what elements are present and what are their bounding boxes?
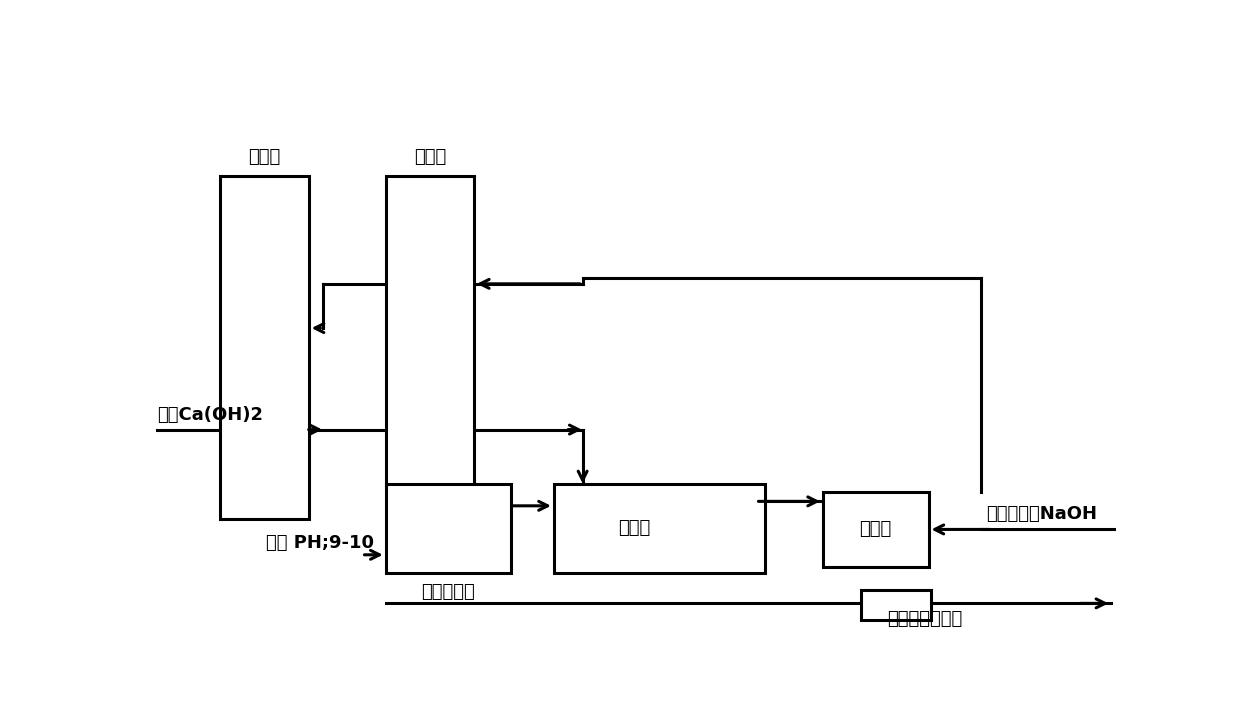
Text: 脱硫塔: 脱硫塔 xyxy=(414,148,446,166)
Bar xyxy=(862,590,930,620)
Bar xyxy=(554,484,765,573)
Text: 置换氧化池: 置换氧化池 xyxy=(422,583,475,601)
Text: 固定量加入NaOH: 固定量加入NaOH xyxy=(986,505,1097,523)
Text: 控制 PH;9-10: 控制 PH;9-10 xyxy=(265,534,373,552)
Text: 脱硫塔: 脱硫塔 xyxy=(248,148,280,166)
Text: 调节池: 调节池 xyxy=(859,520,892,538)
Text: 沉淀池: 沉淀池 xyxy=(618,519,650,537)
Bar xyxy=(386,484,511,573)
Text: 加入Ca(OH)2: 加入Ca(OH)2 xyxy=(157,406,263,424)
Bar xyxy=(386,176,474,486)
Text: 脱硫渣过滤排出: 脱硫渣过滤排出 xyxy=(887,610,962,628)
Bar xyxy=(823,491,929,567)
Bar xyxy=(221,176,309,519)
